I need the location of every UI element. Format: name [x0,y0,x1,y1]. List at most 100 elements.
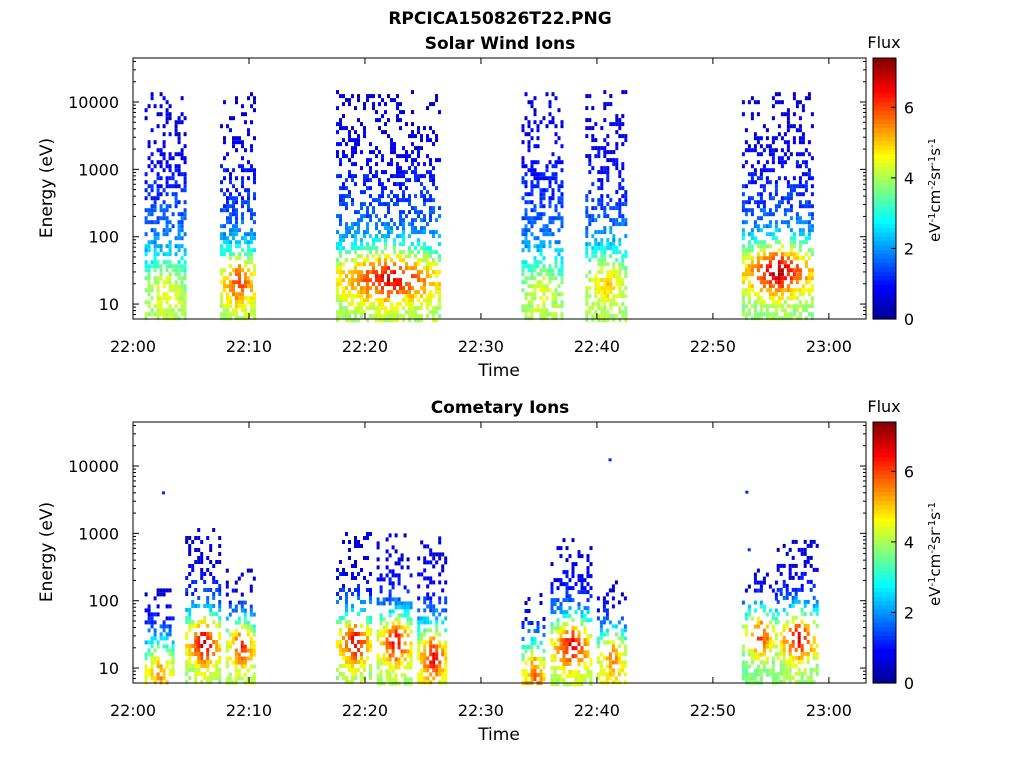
heatmap-cell [807,312,811,317]
heatmap-cell [524,200,528,205]
heatmap-cell [554,300,558,305]
heatmap-cell [600,230,604,235]
heatmap-cell [209,560,213,564]
colorbar-segment [873,284,896,290]
heatmap-cell [429,282,432,287]
heatmap-cell [375,226,378,231]
heatmap-cell [388,597,392,602]
heatmap-cell [378,118,381,123]
heatmap-cell [180,256,184,261]
heatmap-cell [403,533,407,538]
heatmap-cell [342,294,345,299]
heatmap-cell [209,572,213,576]
heatmap-cell [565,662,569,667]
heatmap-cell [414,230,417,235]
heatmap-cell [777,300,781,305]
heatmap-cell [336,270,339,275]
heatmap-cell [539,669,543,673]
heatmap-cell [795,316,799,321]
heatmap-cell [597,298,601,303]
heatmap-cell [188,648,192,652]
heatmap-cell [339,588,342,592]
heatmap-cell [397,625,401,630]
heatmap-cell [438,302,441,307]
heatmap-cell [420,258,423,263]
heatmap-cell [580,650,584,655]
heatmap-cell [612,222,616,227]
heatmap-cell [238,256,241,261]
heatmap-cell [527,308,531,313]
heatmap-cell [223,316,226,321]
heatmap-cell [530,180,534,185]
heatmap-cell [533,657,537,661]
heatmap-cell [348,130,351,135]
heatmap-cell [606,286,610,291]
heatmap-cell [771,300,775,305]
heatmap-cell [185,644,189,648]
heatmap-cell [375,154,378,159]
heatmap-cell [585,194,589,199]
heatmap-cell [565,642,569,647]
heatmap-cell [417,242,420,247]
heatmap-cell [617,668,621,673]
heatmap-cell [810,272,814,277]
heatmap-cell [414,194,417,199]
heatmap-cell [765,232,769,237]
heatmap-cell [165,244,169,249]
heatmap-cell [524,184,528,189]
heatmap-cell [521,673,525,677]
heatmap-cell [596,608,600,613]
heatmap-cell [539,200,543,205]
heatmap-cell [557,228,561,233]
heatmap-cell [336,314,339,319]
heatmap-cell [741,208,745,213]
heatmap-cell [399,302,402,307]
heatmap-cell [774,300,778,305]
heatmap-cell [206,568,210,572]
heatmap-cell [542,204,546,209]
heatmap-cell [238,192,241,197]
heatmap-cell [394,633,398,638]
heatmap-cell [804,148,808,153]
heatmap-cell [583,674,587,679]
heatmap-cell [249,624,253,629]
heatmap-cell [188,656,192,660]
heatmap-cell [795,152,799,157]
heatmap-cell [393,250,396,255]
heatmap-cell [624,310,628,315]
heatmap-cell [779,643,783,648]
heatmap-cell [812,567,816,572]
heatmap-cell [150,240,154,245]
colorbar-segment [873,622,896,628]
heatmap-cell [612,122,616,127]
heatmap-cell [414,218,417,223]
heatmap-cell [342,652,345,656]
heatmap-cell [372,270,375,275]
heatmap-cell [591,246,595,251]
heatmap-cell [229,304,232,309]
heatmap-cell [804,220,808,225]
heatmap-cell [606,314,610,319]
heatmap-cell [562,682,566,687]
heatmap-cell [768,256,772,261]
heatmap-cell [403,585,407,590]
unit-sup-4: -1 [927,502,938,512]
heatmap-cell [539,601,543,605]
heatmap-cell [768,144,772,149]
heatmap-cell [369,286,372,291]
heatmap-cell [621,134,625,139]
heatmap-cell [774,316,778,321]
colorbar-segment [873,656,896,662]
heatmap-cell [417,656,421,661]
heatmap-cell [229,284,232,289]
heatmap-cell [379,617,383,622]
heatmap-cell [804,96,808,101]
heatmap-cell [435,138,438,143]
heatmap-cell [159,312,163,317]
heatmap-cell [388,641,392,646]
heatmap-cell [339,238,342,243]
heatmap-cell [354,644,357,648]
heatmap-cell [366,644,369,648]
heatmap-cell [776,547,780,552]
